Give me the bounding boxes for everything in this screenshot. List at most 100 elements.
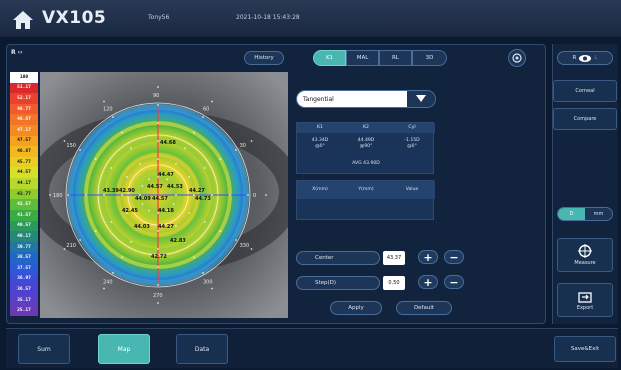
eye-toggle-right: R <box>572 55 577 61</box>
datetime: 2021-10-18 15:43:28 <box>236 14 300 21</box>
scale-cell: 52.17 <box>10 93 38 104</box>
center-plus-button[interactable]: + <box>418 250 438 264</box>
k2-value: 44.49D @90° <box>357 138 375 149</box>
save-exit-button[interactable]: Save&Exit <box>554 336 616 362</box>
scale-cell: 42.57 <box>10 199 38 210</box>
position-table: X(mm) Y(mm) Value <box>296 180 435 220</box>
eye-indicator-label: R <box>11 49 16 56</box>
axis-degree-label: 150 <box>66 143 76 149</box>
history-button[interactable]: History <box>244 51 284 65</box>
map-view-tabs: K1 MAL RL 3D <box>313 50 447 66</box>
axis-degree-label: 330 <box>240 243 250 249</box>
default-button[interactable]: Default <box>396 301 452 315</box>
scale-cell: 46.87 <box>10 146 38 157</box>
scale-cell: 48.77 <box>10 103 38 115</box>
arrows-icon: ‹› <box>17 49 23 56</box>
y-header: Y(mm) <box>358 187 374 192</box>
cyl-header: Cyl <box>408 125 416 130</box>
color-scale: 100 51.17 52.17 48.77 48.67 47.17 47.57 46.87 45… <box>10 72 38 317</box>
step-value[interactable]: 0.50 <box>383 276 405 290</box>
scale-cell: 35.17 <box>10 294 38 306</box>
step-plus-button[interactable]: + <box>418 275 438 289</box>
tab-mal[interactable]: MAL <box>346 50 379 66</box>
tab-3d[interactable]: 3D <box>412 50 447 66</box>
unit-d[interactable]: D <box>558 208 585 220</box>
map-value-label: 44.57 <box>152 196 168 202</box>
center-value[interactable]: 43.37 <box>383 251 405 265</box>
corneal-button[interactable]: Corneal <box>553 80 617 102</box>
map-value-label: 44.18 <box>158 208 174 214</box>
scale-cell: 38.57 <box>10 252 38 263</box>
scale-cell: 47.57 <box>10 135 38 147</box>
tab-data[interactable]: Data <box>176 334 228 364</box>
scale-cell: 51.17 <box>10 82 38 94</box>
axis-degree-label: 270 <box>153 293 163 299</box>
map-value-label: 44.57 <box>147 184 163 190</box>
scale-cell: 44.57 <box>10 167 38 179</box>
eye-toggle-left: L <box>594 55 598 61</box>
k1-header: K1 <box>317 125 323 130</box>
map-value-label: 44.27 <box>189 188 205 194</box>
export-icon <box>578 291 592 303</box>
eye-toggle[interactable]: R L <box>557 51 613 65</box>
map-value-label: 42.90 <box>119 188 135 194</box>
map-value-label: 44.03 <box>134 224 150 230</box>
tab-map[interactable]: Map <box>98 334 150 364</box>
tab-k1[interactable]: K1 <box>313 50 346 66</box>
map-value-label: 43.39 <box>103 188 119 194</box>
topography-map[interactable]: 44.68 44.47 44.57 44.53 44.09 44.57 43.39 42.90… <box>40 72 288 318</box>
step-minus-button[interactable]: − <box>444 275 464 289</box>
scale-cell: 36.57 <box>10 284 38 295</box>
map-type-select[interactable]: Tangential <box>296 90 436 108</box>
scale-cell: 25.17 <box>10 305 38 317</box>
k1-value: 43.34D @0° <box>311 138 329 149</box>
tab-sum[interactable]: Sum <box>18 334 70 364</box>
scale-cell: 100 <box>10 72 38 83</box>
export-button[interactable]: Export <box>557 283 613 317</box>
axis-degree-label: 120 <box>103 106 113 112</box>
measure-label: Measure <box>574 260 596 266</box>
tab-rl[interactable]: RL <box>379 50 412 66</box>
value-header: Value <box>405 187 419 192</box>
map-value-label: 42.45 <box>122 208 138 214</box>
compare-button[interactable]: Compare <box>553 108 617 130</box>
map-value-label: 44.73 <box>195 196 211 202</box>
apply-button[interactable]: Apply <box>330 301 382 315</box>
axis-degree-label: 180 <box>53 193 63 199</box>
axis-degree-label: 300 <box>203 280 213 286</box>
map-value-label: 44.27 <box>158 224 174 230</box>
scale-cell: 39.77 <box>10 241 38 253</box>
unit-toggle[interactable]: D mm <box>557 207 613 221</box>
axis-degree-label: 240 <box>103 280 113 286</box>
axis-degree-label: 0 <box>253 193 256 199</box>
axis-degree-label: 60 <box>203 106 209 112</box>
axis-degree-label: 30 <box>240 143 246 149</box>
center-label: Center <box>296 251 380 265</box>
scale-cell: 40.57 <box>10 220 38 232</box>
eye-icon <box>579 54 592 62</box>
scale-cell: 37.57 <box>10 262 38 274</box>
map-value-label: 44.68 <box>160 140 176 146</box>
export-label: Export <box>576 304 594 311</box>
settings-button[interactable] <box>508 49 526 67</box>
cyl-value: -1.15D @0° <box>404 138 420 149</box>
map-value-label: 44.47 <box>158 172 174 178</box>
scale-cell: 43.77 <box>10 188 38 200</box>
chevron-down-icon <box>407 91 435 107</box>
avg-value: AVG 43.90D <box>352 161 380 166</box>
gear-icon <box>512 53 522 63</box>
map-value-label: 44.09 <box>135 196 151 202</box>
scale-cell: 47.17 <box>10 125 38 136</box>
scale-cell: 41.57 <box>10 209 38 221</box>
patient-name: Tony56 <box>148 14 170 21</box>
scale-cell: 45.77 <box>10 156 38 168</box>
step-label: Step(D) <box>296 276 380 290</box>
k-values-table: K1 K2 Cyl 43.34D @0° 44.49D @90° -1.15D … <box>296 122 435 174</box>
map-value-label: 44.53 <box>167 184 183 190</box>
unit-mm[interactable]: mm <box>585 208 612 220</box>
home-icon[interactable] <box>12 10 34 30</box>
map-type-value: Tangential <box>297 91 407 107</box>
measure-button[interactable]: Measure <box>557 238 613 272</box>
center-minus-button[interactable]: − <box>444 250 464 264</box>
